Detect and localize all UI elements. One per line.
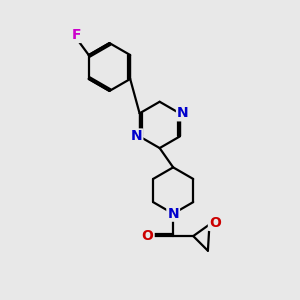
- Text: N: N: [167, 207, 179, 221]
- Text: N: N: [177, 106, 189, 120]
- Text: N: N: [131, 130, 142, 143]
- Text: O: O: [142, 229, 154, 243]
- Text: F: F: [71, 28, 81, 42]
- Text: O: O: [209, 216, 221, 230]
